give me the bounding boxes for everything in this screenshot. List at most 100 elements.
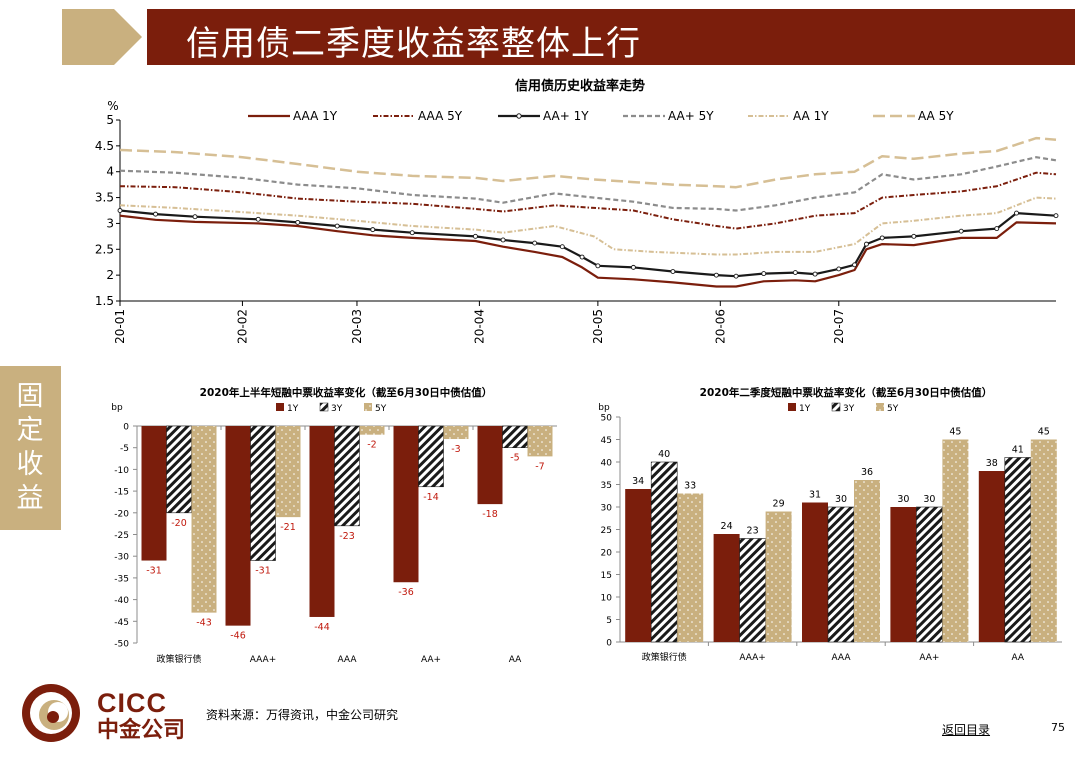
series-line [119,156,1057,212]
series-line [119,171,1057,230]
series-line [119,196,1057,256]
category-label: AA [509,655,522,665]
bar [802,502,828,642]
bar [765,511,792,642]
series-point [863,241,869,247]
y-tick-label: 15 [601,571,612,581]
y-tick-label: 0 [123,423,129,433]
y-tick-label: 2 [106,268,114,282]
legend-label: 3Y [843,404,855,414]
category-label: AAA+ [739,653,766,663]
series-point [117,208,123,213]
bar [827,506,855,643]
series-point [994,226,1000,232]
x-tick-label: 20-04 [472,309,486,344]
legend-swatch [876,403,884,411]
x-tick-label: 20-06 [713,309,727,344]
data-label: -44 [314,622,330,633]
series-point [472,233,478,239]
y-tick-label: 4.5 [95,139,114,153]
data-label: 24 [721,521,733,532]
legend-label: AA 1Y [793,109,829,123]
series-point [579,254,585,260]
chart-title: 2020年二季度短融中票收益率变化（截至6月30日中债估值） [700,386,993,399]
data-label: 38 [986,458,998,469]
data-label: -2 [367,440,376,451]
legend-swatch [319,402,329,412]
data-label: -21 [280,522,296,533]
data-label: -23 [339,531,355,542]
bar [916,506,943,643]
legend-label: 1Y [287,404,299,414]
bar [393,426,419,583]
series-point [153,211,158,217]
bar [625,489,652,642]
legend-label: 1Y [799,404,811,414]
data-label: 30 [835,494,847,505]
y-axis-unit: bp [598,403,610,413]
legend-label: AA+ 1Y [543,109,589,123]
bar [141,426,167,561]
y-axis-unit: % [107,99,118,113]
data-label: 40 [658,449,670,460]
series-point [761,271,767,277]
chart-title: 2020年上半年短融中票收益率变化（截至6月30日中债估值） [200,386,493,399]
bar [443,426,469,440]
series-point [409,230,415,236]
legend-label: AA+ 5Y [668,109,714,123]
series-point [1014,210,1019,216]
page-number: 75 [1051,721,1065,734]
x-tick-label: 20-07 [832,309,846,344]
y-tick-label: 3.5 [95,191,114,205]
category-label: AA [1012,653,1025,663]
series-point [334,223,340,229]
y-tick-label: -35 [114,574,129,584]
bar [166,425,192,514]
series-point [713,272,719,278]
y-tick-label: 2.5 [95,242,114,256]
back-to-contents-link[interactable]: 返回目录 [942,723,991,737]
y-tick-label: 50 [601,414,613,424]
data-label: -31 [255,566,271,577]
category-label: 政策银行债 [642,651,687,663]
y-tick-label: -20 [114,509,129,519]
series-point [852,262,858,268]
bar [334,425,360,527]
header-bar [147,9,1075,65]
series-point [532,240,538,246]
bar-chart-q2: 2020年二季度短融中票收益率变化（截至6月30日中债估值） bp 1Y 3Y 5Y 0 5… [598,386,1062,663]
header-chevron-icon [62,9,142,65]
data-label: -31 [146,566,162,577]
legend-marker [516,113,522,119]
data-label: 30 [923,494,935,505]
category-label: AAA [338,655,358,665]
data-label: 31 [809,490,821,501]
y-tick-label: 35 [601,481,612,491]
legend-label: 3Y [331,404,343,414]
logo-brand-en: CICC [97,688,167,718]
legend-label: AAA 5Y [418,109,463,123]
legend-swatch [831,402,841,412]
legend-swatch [788,403,796,411]
legend-swatch [276,403,284,411]
bar [309,426,335,617]
bar [359,426,385,435]
data-label: 23 [747,526,759,537]
y-tick-label: -45 [114,618,129,628]
y-tick-label: 3 [106,216,114,230]
series-point [255,216,261,222]
bar [942,439,969,642]
bar [418,425,444,488]
bar [502,425,528,449]
data-label: -7 [535,461,544,472]
series-point [812,271,818,277]
legend-label: 5Y [375,404,387,414]
y-tick-label: 25 [601,526,612,536]
source-note: 资料来源：万得资讯，中金公司研究 [206,708,399,722]
category-label: AAA [832,653,852,663]
y-tick-label: 4 [106,165,114,179]
category-label: AAA+ [250,655,277,665]
y-tick-label: -10 [114,466,129,476]
data-label: 36 [861,467,873,478]
series-point [670,269,676,274]
